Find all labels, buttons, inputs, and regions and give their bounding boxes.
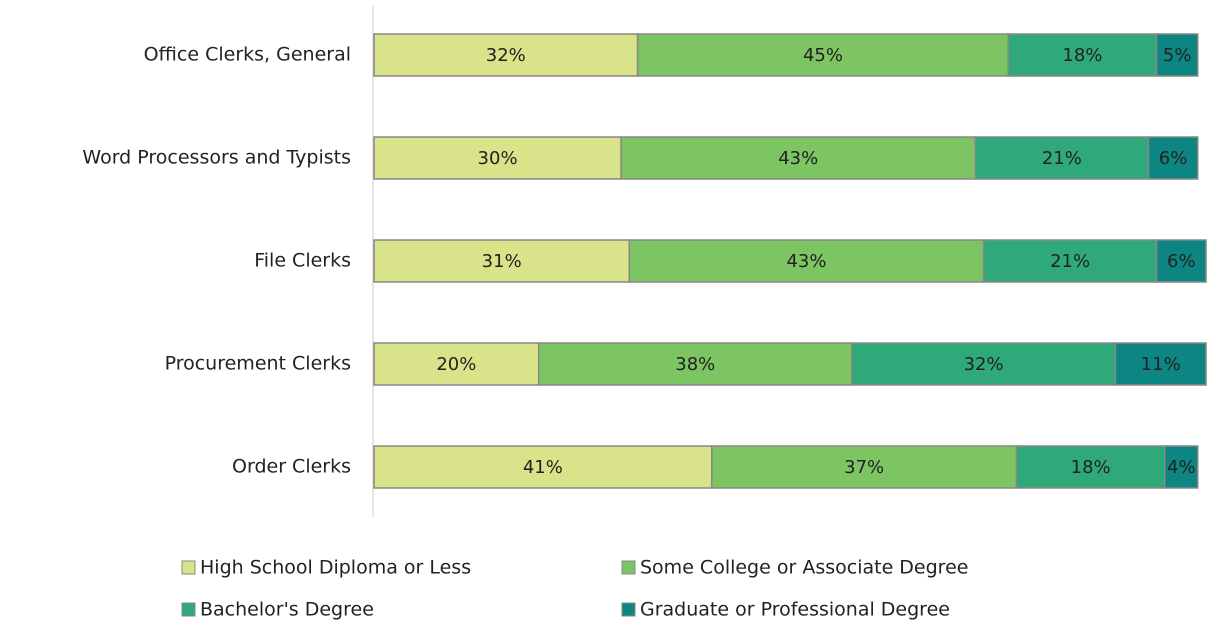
value-label: 20% — [436, 354, 476, 375]
value-label: 6% — [1167, 251, 1196, 272]
category-label: Order Clerks — [232, 456, 351, 478]
bar-segment — [1155, 239, 1207, 283]
value-label: 32% — [964, 354, 1004, 375]
legend-swatch — [621, 560, 636, 575]
bar-segment — [373, 342, 540, 386]
legend-swatch — [621, 602, 636, 617]
bar-segment — [1114, 342, 1207, 386]
value-label: 4% — [1167, 457, 1196, 478]
bar-segment — [373, 239, 631, 283]
value-label: 43% — [786, 251, 826, 272]
value-label: 32% — [486, 45, 526, 66]
bar-segment — [1147, 136, 1199, 180]
legend-label: Bachelor's Degree — [200, 599, 374, 621]
value-label: 6% — [1159, 148, 1188, 169]
value-label: 18% — [1071, 457, 1111, 478]
value-label: 5% — [1163, 45, 1192, 66]
category-label: Word Processors and Typists — [82, 147, 351, 169]
bar-segment — [710, 445, 1018, 489]
value-label: 31% — [482, 251, 522, 272]
bar-segment — [1164, 445, 1199, 489]
legend-label: High School Diploma or Less — [200, 557, 471, 579]
value-label: 21% — [1042, 148, 1082, 169]
value-label: 37% — [844, 457, 884, 478]
bar-segment — [636, 33, 1010, 77]
bar-segment — [628, 239, 985, 283]
legend-swatch — [181, 560, 196, 575]
value-label: 45% — [803, 45, 843, 66]
category-label: Procurement Clerks — [165, 353, 351, 375]
bar-segment — [1155, 33, 1199, 77]
category-label: Office Clerks, General — [144, 44, 351, 66]
value-label: 11% — [1141, 354, 1181, 375]
bar-segment — [851, 342, 1117, 386]
value-label: 18% — [1062, 45, 1102, 66]
bar-segment — [620, 136, 977, 180]
bar-segment — [373, 445, 713, 489]
value-label: 41% — [523, 457, 563, 478]
bar-segment — [982, 239, 1158, 283]
bar-segment — [1007, 33, 1158, 77]
bar-segment — [1015, 445, 1166, 489]
legend-label: Graduate or Professional Degree — [640, 599, 950, 621]
value-label: 38% — [675, 354, 715, 375]
legend-swatch — [181, 602, 196, 617]
value-label: 21% — [1050, 251, 1090, 272]
bar-segment — [538, 342, 853, 386]
value-label: 30% — [478, 148, 518, 169]
category-label: File Clerks — [254, 250, 351, 272]
value-label: 43% — [778, 148, 818, 169]
legend-label: Some College or Associate Degree — [640, 557, 968, 579]
